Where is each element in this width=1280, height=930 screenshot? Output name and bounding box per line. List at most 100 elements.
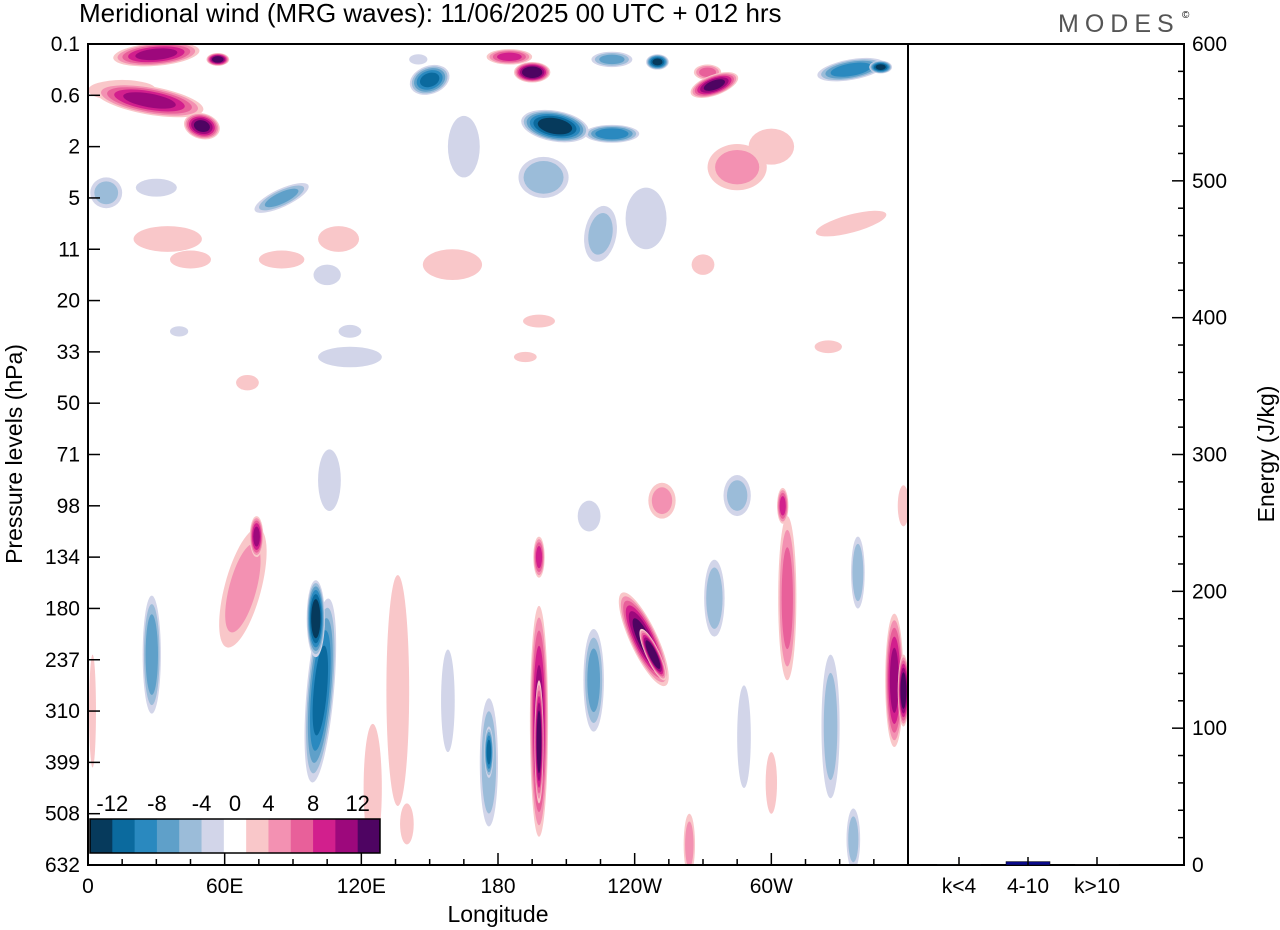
contour-band xyxy=(400,803,414,845)
contour-band xyxy=(193,120,210,133)
wind-anomaly-blob xyxy=(254,183,309,213)
wind-anomaly-blob xyxy=(258,250,305,269)
colorbar-label: 8 xyxy=(307,791,319,816)
colorbar-label: 4 xyxy=(262,791,274,816)
contour-band xyxy=(647,643,659,666)
contour-band xyxy=(311,599,321,639)
contour-band xyxy=(212,56,224,63)
colorbar-swatch xyxy=(90,819,113,853)
contour-band xyxy=(312,645,329,736)
wind-anomaly-blob xyxy=(170,326,189,337)
wind-anomaly-blob xyxy=(648,482,676,519)
logo-mark: © xyxy=(1182,10,1190,21)
contour-band xyxy=(779,496,786,516)
contour-band xyxy=(419,72,440,88)
contour-band xyxy=(513,351,537,363)
contour-band xyxy=(595,128,629,140)
contour-band xyxy=(587,648,601,713)
contour-band xyxy=(170,326,189,337)
contour-band xyxy=(497,52,522,62)
contour-band xyxy=(814,340,842,354)
contour-band xyxy=(652,58,663,66)
wind-anomaly-blob xyxy=(518,156,569,198)
wind-anomaly-blob xyxy=(113,44,200,67)
wind-anomaly-blob xyxy=(513,351,537,363)
x-tick-label: 180 xyxy=(480,875,515,898)
wind-anomaly-blob xyxy=(737,685,751,789)
wind-anomaly-blob xyxy=(318,226,360,252)
colorbar-label: -4 xyxy=(192,791,212,816)
colorbar-label: 0 xyxy=(229,791,241,816)
contour-band xyxy=(830,62,872,77)
energy-bars: k<4 4-10 k>10 xyxy=(936,857,1120,898)
y-axis: 0.1 0.6 2 5 11 20 33 50 71 98 134 180 237 310 399 508 63… xyxy=(45,33,100,877)
contour-band xyxy=(685,821,694,865)
contour-band xyxy=(852,543,864,602)
wind-anomaly-blob xyxy=(646,54,669,70)
colorbar-swatch xyxy=(290,819,314,853)
contour-band xyxy=(651,487,673,515)
contour-band xyxy=(409,54,428,65)
contour-band xyxy=(253,526,260,547)
wind-anomaly-blob xyxy=(707,144,767,191)
contour-band xyxy=(577,500,601,532)
wind-anomaly-blob xyxy=(778,516,797,681)
modes-logo: MODES xyxy=(1058,10,1180,38)
wind-anomaly-blob xyxy=(441,649,455,753)
colorbar-swatch xyxy=(134,819,158,853)
contour-band xyxy=(318,226,360,252)
x-axis: 0 60E 120E 180 120W 60W xyxy=(82,853,909,898)
contour-band xyxy=(318,346,382,368)
wind-anomaly-blob xyxy=(591,51,633,68)
wind-anomaly-blob xyxy=(90,177,123,209)
contour-band xyxy=(318,449,341,511)
contour-band xyxy=(706,567,723,629)
energy-axis: 0 100 200 300 400 500 600 xyxy=(1172,33,1227,877)
chart-title: Meridional wind (MRG waves): 11/06/2025 … xyxy=(79,0,782,28)
contour-band xyxy=(236,374,259,391)
wind-anomaly-blob xyxy=(683,813,696,865)
contour-band xyxy=(523,314,555,328)
y-tick-label: 399 xyxy=(45,751,80,774)
contour-band xyxy=(135,48,178,61)
wind-anomaly-blob xyxy=(484,726,494,778)
y-tick-label: 310 xyxy=(45,700,80,723)
contour-band xyxy=(848,816,859,863)
wind-anomaly-blob xyxy=(95,83,204,118)
wind-anomaly-blob xyxy=(219,528,267,648)
contour-band xyxy=(338,324,362,338)
wind-anomaly-blob xyxy=(897,485,908,527)
wind-anomaly-blob xyxy=(386,575,410,806)
contour-band xyxy=(737,685,751,789)
contour-band xyxy=(815,210,887,237)
colorbar-swatch xyxy=(313,819,336,853)
wind-anomaly-blob xyxy=(723,475,751,517)
x-tick-label: 120W xyxy=(607,875,662,898)
wind-anomaly-blob xyxy=(815,210,887,237)
contour-band xyxy=(523,161,564,194)
wind-anomaly-blob xyxy=(409,64,450,95)
energy-category-label: 4-10 xyxy=(1007,875,1049,898)
wind-anomaly-blob xyxy=(513,61,551,83)
wind-anomaly-blob xyxy=(584,124,640,143)
wind-anomaly-blob xyxy=(821,654,840,799)
energy-tick-label: 400 xyxy=(1192,307,1227,330)
colorbar-swatch xyxy=(335,819,359,853)
colorbar-swatch xyxy=(156,819,180,853)
wind-anomaly-blob xyxy=(897,654,908,727)
contour-band xyxy=(225,543,261,633)
contour-band xyxy=(536,710,542,774)
y-tick-label: 0.1 xyxy=(51,33,80,56)
contour-band xyxy=(699,67,717,77)
y-axis-label: Pressure levels (hPa) xyxy=(1,344,27,564)
y-tick-label: 50 xyxy=(57,392,80,415)
wind-anomaly-blob xyxy=(447,115,480,178)
colorbar-swatch xyxy=(223,819,247,853)
colorbar-swatch xyxy=(246,819,269,853)
wind-anomaly-blob xyxy=(577,500,601,532)
colorbar-label: 12 xyxy=(345,791,369,816)
y-tick-label: 632 xyxy=(45,854,80,877)
contour-band xyxy=(441,649,455,753)
wind-anomaly-blob xyxy=(338,324,362,338)
